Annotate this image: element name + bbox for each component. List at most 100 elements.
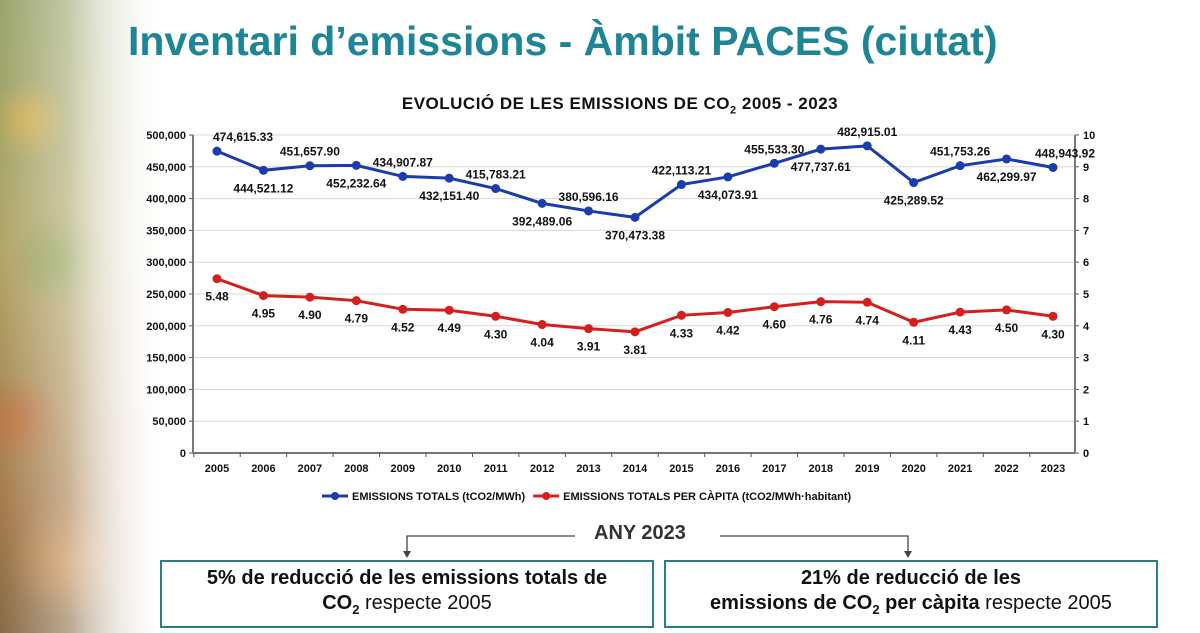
data-point [491,311,501,321]
data-label: 4.43 [948,323,972,337]
box1-sub: 2 [352,602,360,617]
data-point [351,296,361,306]
data-label: 451,657.90 [280,145,340,159]
data-label: 474,615.33 [213,130,273,144]
data-point [1002,305,1012,315]
data-point [723,172,733,182]
data-point [351,160,361,170]
left-axis-tick-label: 100,000 [146,384,186,396]
left-axis-tick-label: 250,000 [146,289,186,301]
box2-rest: respecte 2005 [979,592,1112,614]
x-axis-tick-label: 2007 [298,463,322,475]
data-label: 4.74 [856,313,880,327]
data-point [676,310,686,320]
data-label: 434,073.91 [698,188,758,202]
summary-box-total: 5% de reducció de les emissions totals d… [160,560,654,628]
box2-bold3: per càpita [879,592,980,614]
data-label: 422,113.21 [652,164,712,178]
data-label: 425,289.52 [884,194,944,208]
legend-label: EMISSIONS TOTALS PER CÀPITA (tCO2/MWh·ha… [563,490,851,503]
data-label: 4.52 [391,320,415,334]
left-axis-tick-label: 150,000 [146,353,186,365]
data-label: 4.50 [995,321,1019,335]
data-label: 4.11 [902,333,925,347]
right-axis-tick-label: 2 [1083,384,1089,396]
x-axis-tick-label: 2018 [809,463,833,475]
left-axis-tick-label: 400,000 [146,194,186,206]
data-label: 4.79 [345,312,369,326]
x-axis-tick-label: 2023 [1041,463,1065,475]
right-axis-tick-label: 5 [1083,289,1089,301]
data-point [676,180,686,190]
data-point [212,146,222,156]
data-label: 434,907.87 [373,155,433,169]
box1-co: CO [322,592,353,614]
x-axis-tick-label: 2009 [391,463,415,475]
data-label: 448,943.92 [1035,146,1095,160]
arrow-left-icon [403,551,411,558]
data-point [816,144,826,154]
data-point [955,307,965,317]
data-point [909,317,919,327]
data-label: 4.42 [716,323,740,337]
data-point [862,297,872,307]
right-axis-tick-label: 7 [1083,225,1089,237]
data-label: 452,232.64 [326,176,386,190]
right-axis-tick-label: 3 [1083,353,1089,365]
data-point [723,307,733,317]
data-point [816,297,826,307]
data-label: 4.76 [809,313,833,327]
right-axis-tick-label: 9 [1083,162,1089,174]
forest-background-image [0,0,170,633]
data-label: 3.91 [577,340,601,354]
x-axis-tick-label: 2015 [669,463,693,475]
x-axis-tick-label: 2013 [576,463,600,475]
connector-left [406,535,575,556]
chart-title-sub: 2 [730,104,737,117]
chart-title: EVOLUCIÓ DE LES EMISSIONS DE CO2 2005 - … [0,94,1200,116]
data-point [444,305,454,315]
left-axis-tick-label: 350,000 [146,225,186,237]
data-label: 370,473.38 [605,228,665,242]
data-point [537,320,547,330]
data-label: 4.60 [763,318,787,332]
data-point [398,171,408,181]
legend-label: EMISSIONS TOTALS (tCO2/MWh) [352,491,525,503]
x-axis-tick-label: 2017 [762,463,786,475]
left-axis-tick-label: 450,000 [146,162,186,174]
data-point [258,165,268,175]
box2-bold2: emissions de CO [710,592,873,614]
data-label: 380,596.16 [559,190,619,204]
x-axis-tick-label: 2008 [344,463,368,475]
data-label: 4.33 [670,326,694,340]
left-axis-tick-label: 50,000 [152,416,186,428]
data-point [630,327,640,337]
x-axis-tick-label: 2010 [437,463,461,475]
data-label: 5.48 [205,290,229,304]
summary-heading: ANY 2023 [594,522,686,544]
data-point [444,173,454,183]
data-label: 462,299.97 [977,170,1037,184]
x-axis-tick-label: 2006 [251,463,275,475]
box2-line1: 21% de reducció de les [800,567,1022,589]
data-point [1048,162,1058,172]
data-label: 4.04 [530,336,554,350]
left-axis-tick-label: 0 [180,448,186,460]
data-point [258,291,268,301]
left-axis-tick-label: 300,000 [146,257,186,269]
data-point [1048,311,1058,321]
data-label: 477,737.61 [791,160,851,174]
data-label: 4.95 [252,307,276,321]
x-axis-tick-label: 2016 [716,463,740,475]
data-point [584,324,594,334]
data-label: 4.30 [1041,327,1065,341]
data-point [584,206,594,216]
box2-sub: 2 [872,602,880,617]
data-label: 444,521.12 [233,181,293,195]
right-axis-tick-label: 1 [1083,416,1089,428]
data-label: 392,489.06 [512,214,572,228]
right-axis-tick-label: 10 [1083,130,1095,142]
legend-marker [542,492,551,500]
x-axis-tick-label: 2005 [205,463,229,475]
data-point [491,184,501,194]
